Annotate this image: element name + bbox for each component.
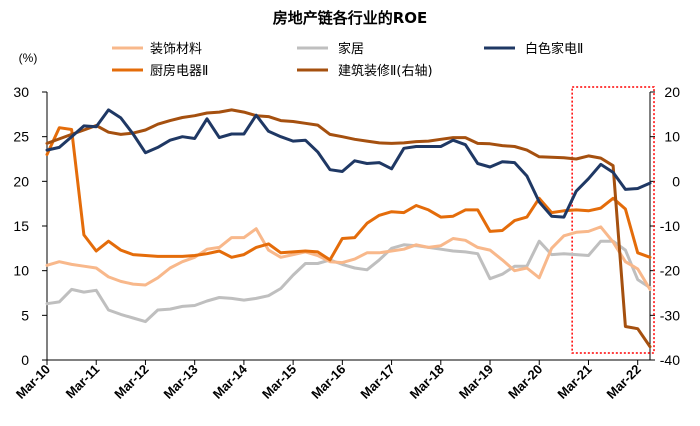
x-tick-label: Mar-17 (357, 362, 397, 402)
legend-label: 厨房电器Ⅱ (150, 63, 208, 79)
x-tick-label: Mar-21 (554, 362, 594, 402)
legend-item-decor-materials: 装饰材料 (112, 42, 202, 57)
chart-title: 房地产链各行业的ROE (273, 9, 428, 27)
left-y-tick-label: 15 (13, 218, 29, 234)
x-tick-label: Mar-12 (111, 362, 151, 402)
legend: 装饰材料 家居 白色家电Ⅱ 厨房电器Ⅱ 建筑装修Ⅱ(右轴) (112, 41, 583, 79)
legend-label: 白色家电Ⅱ (525, 41, 583, 57)
left-y-tick-label: 10 (13, 263, 29, 279)
x-tick-label: Mar-16 (308, 362, 348, 402)
series-line-white-goods (45, 108, 652, 219)
right-y-tick-label: 0 (672, 173, 680, 189)
legend-item-white-goods: 白色家电Ⅱ (484, 41, 583, 57)
x-tick-label: Mar-13 (161, 362, 201, 402)
x-tick-label: Mar-10 (13, 362, 53, 402)
right-y-tick-label: 10 (664, 129, 680, 145)
legend-item-kitchen-appliances: 厨房电器Ⅱ (112, 63, 208, 79)
series-line-construction (45, 108, 652, 349)
x-tick-label: Mar-18 (407, 362, 447, 402)
x-tick-label: Mar-15 (259, 362, 299, 402)
legend-item-furniture: 家居 (297, 41, 364, 57)
legend-label: 装饰材料 (150, 42, 202, 57)
x-tick-label: Mar-11 (63, 362, 103, 402)
left-y-tick-label: 30 (13, 84, 29, 100)
left-axis-unit: (%) (19, 51, 38, 65)
right-y-tick-label: -30 (660, 307, 680, 323)
left-y-tick-label: 5 (21, 307, 29, 323)
legend-label: 建筑装修Ⅱ(右轴) (338, 63, 433, 79)
highlight-box-group (571, 86, 655, 354)
series-lines (45, 108, 652, 349)
legend-item-construction: 建筑装修Ⅱ(右轴) (297, 63, 433, 79)
right-y-tick-label: -20 (660, 263, 680, 279)
highlight-box (571, 86, 655, 354)
right-y-tick-label: -10 (660, 218, 680, 234)
right-y-tick-label: 20 (664, 84, 680, 100)
series-line-decor-materials (45, 225, 652, 291)
x-tick-label: Mar-20 (505, 362, 545, 402)
series-line-furniture (45, 239, 652, 324)
right-y-tick-label: -40 (660, 352, 680, 368)
series-line-kitchen-appliances (45, 126, 652, 262)
x-tick-label: Mar-19 (456, 362, 496, 402)
left-y-tick-label: 25 (13, 129, 29, 145)
legend-label: 家居 (338, 41, 364, 57)
left-y-tick-label: 20 (13, 173, 29, 189)
x-tick-label: Mar-22 (604, 362, 644, 402)
x-tick-label: Mar-14 (210, 361, 251, 402)
left-y-tick-label: 0 (21, 352, 29, 368)
